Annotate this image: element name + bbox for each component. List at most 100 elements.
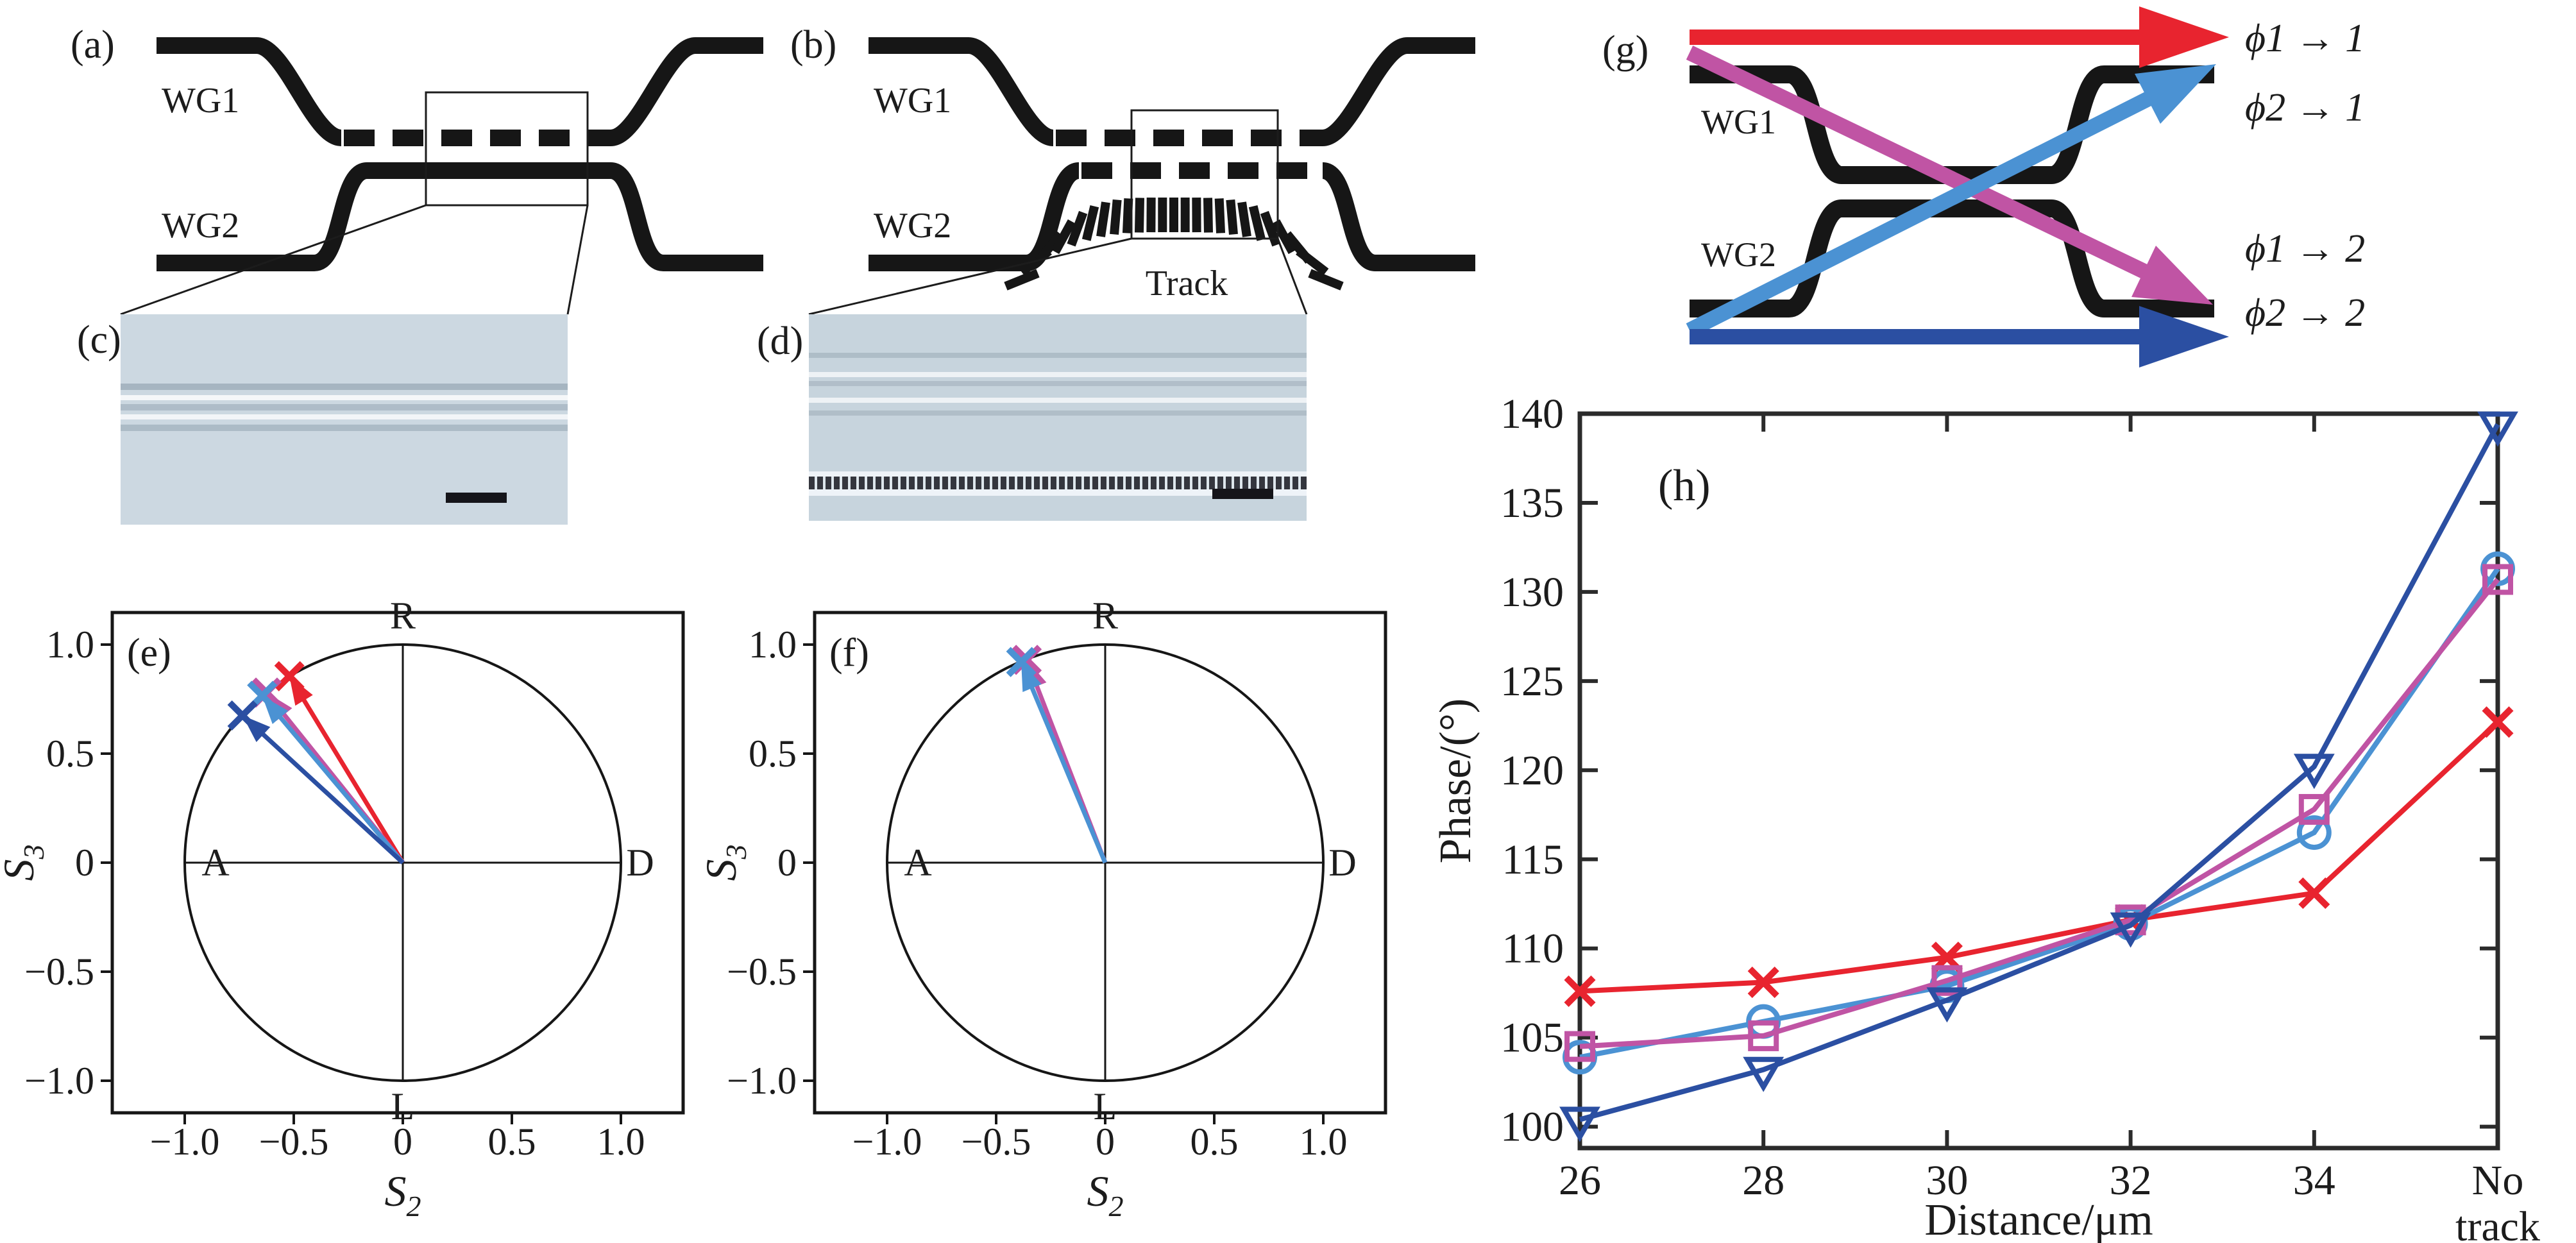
track-hatch-mark	[1226, 199, 1238, 235]
series-square	[1564, 564, 2513, 1062]
panel-b-letter: (b)	[790, 23, 836, 67]
x-tick-label: −0.5	[259, 1120, 329, 1163]
zoom-callout-rect-b	[1130, 109, 1279, 240]
track-hatch-mark	[1237, 201, 1251, 237]
waveguide-trace	[121, 414, 568, 419]
track-hatch-mark	[1134, 198, 1144, 233]
track-hatch-mark	[1081, 205, 1099, 241]
waveguide-trace	[809, 398, 1307, 403]
vector-shaft	[258, 729, 405, 865]
y-tick-label: −0.5	[24, 951, 94, 993]
y-tick-label: 0.5	[749, 732, 797, 775]
track-hatch-mark	[1035, 231, 1064, 264]
y-axis-label: S3	[0, 845, 50, 881]
track-hatch-mark	[1096, 201, 1110, 237]
flow-arrow-phi2-to-1	[1686, 64, 2216, 337]
x-tick-label: 26	[1559, 1157, 1601, 1204]
waveguide-trace	[809, 372, 1307, 377]
panel-title: (f)	[829, 631, 869, 675]
track-hatch-mark	[1051, 219, 1076, 255]
waveguide-wg1-left	[157, 37, 343, 146]
y-tick-label: −1.0	[24, 1060, 94, 1102]
track-hatch-mark	[1110, 199, 1122, 235]
unit-circle	[183, 643, 622, 1082]
y-tick-label: 0	[777, 841, 797, 884]
pole-label-right: D	[626, 841, 654, 884]
flow-label-phi1-to-1: ϕ1 → 1	[2245, 17, 2365, 60]
panel-c-letter: (c)	[77, 318, 121, 362]
track-label: Track	[1146, 264, 1228, 303]
series-line	[1579, 567, 2500, 1060]
stokes-vector-phi2-to-1	[247, 681, 405, 865]
scale-bar	[1212, 489, 1273, 499]
y-tick-label: 130	[1500, 569, 1564, 616]
pole-label-bottom: L	[391, 1085, 415, 1128]
track-hatch-mark	[1004, 269, 1040, 291]
vector-shaft	[275, 712, 405, 865]
panel-h-chart: 100 105 110 115 120 125 130 135 140 26 28 30 32 34 No t…	[1431, 391, 2540, 1243]
waveguide-wg1-right	[609, 37, 763, 146]
marker-triangle-down	[2477, 411, 2518, 447]
laser-track-hatch	[1004, 198, 1344, 291]
waveguide-wg1-left	[869, 37, 1055, 146]
series-triangle-down	[1559, 411, 2518, 1142]
y-tick-label: 0.5	[46, 732, 94, 775]
y-tick-label: 1.0	[46, 623, 94, 666]
y-tick-label: −1.0	[727, 1060, 797, 1102]
marker-triangle-down	[1559, 1106, 1600, 1142]
waveguide-trace	[121, 395, 568, 400]
track-hatch-mark	[1067, 210, 1088, 247]
scale-bar	[446, 493, 507, 503]
panel-a-letter: (a)	[71, 23, 115, 67]
x-tick-label: 32	[2110, 1157, 2152, 1204]
x-axis-label: Distance/μm	[1924, 1196, 2153, 1243]
panel-title: (h)	[1658, 461, 1711, 511]
y-tick-label: 0	[75, 841, 94, 884]
y-tick-label: 140	[1500, 391, 1564, 437]
pole-label-top: R	[390, 595, 416, 637]
panel-title: (e)	[127, 631, 171, 675]
x-tick-label: −1.0	[150, 1120, 220, 1163]
y-tick-label: −0.5	[727, 951, 797, 993]
y-axis-label: Phase/(°)	[1431, 698, 1480, 863]
series-line	[1579, 577, 2500, 1049]
y-tick-label: 110	[1502, 926, 1564, 972]
x-tick-label: 0.5	[1191, 1120, 1239, 1163]
flow-label-phi1-to-2: ϕ1 → 2	[2245, 227, 2365, 271]
pole-label-right: D	[1328, 841, 1356, 884]
marker-x	[1564, 975, 1596, 1007]
waveguide-trace	[121, 425, 568, 431]
pole-label-left: A	[201, 841, 229, 884]
panel-d-letter: (d)	[757, 319, 804, 363]
pole-label-left: A	[904, 841, 931, 884]
series-line	[1579, 720, 2500, 994]
marker-square	[2298, 793, 2330, 825]
callout-line-b-left	[808, 237, 1132, 316]
waveguide-wg1-right	[1321, 37, 1475, 146]
panel-a-schematic: (a) WG1 WG2	[71, 23, 763, 316]
x-tick-label: 30	[1926, 1157, 1968, 1204]
panel-c-micrograph	[121, 314, 568, 525]
stokes-vector-phi2-to-1	[1006, 647, 1108, 864]
vector-shaft	[299, 695, 405, 864]
vector-tip-x-marker	[227, 700, 258, 731]
marker-square	[1748, 1020, 1779, 1051]
flow-arrow-phi2-to-2	[1690, 306, 2229, 368]
callout-line-b-right	[1276, 238, 1308, 315]
stokes-vector-phi1-to-1	[274, 661, 405, 864]
flow-arrow-phi1-to-2	[1686, 46, 2213, 305]
track-hatch-mark	[1248, 205, 1266, 241]
waveguide-wg2-right	[1321, 162, 1475, 271]
plot-frame	[1577, 411, 2500, 1151]
zoom-callout-rect-a	[425, 91, 589, 207]
y-tick-label: 135	[1500, 480, 1564, 527]
x-tick-label: 28	[1742, 1157, 1784, 1204]
y-tick-label: 100	[1500, 1104, 1564, 1151]
marker-x	[2482, 706, 2514, 738]
waveguide-trace	[121, 384, 568, 390]
wg2-label-b: WG2	[874, 206, 951, 246]
y-tick-label: 1.0	[749, 623, 797, 666]
marker-x	[2298, 877, 2330, 909]
y-tick-label: 105	[1500, 1015, 1564, 1061]
waveguide-trace	[809, 381, 1307, 386]
